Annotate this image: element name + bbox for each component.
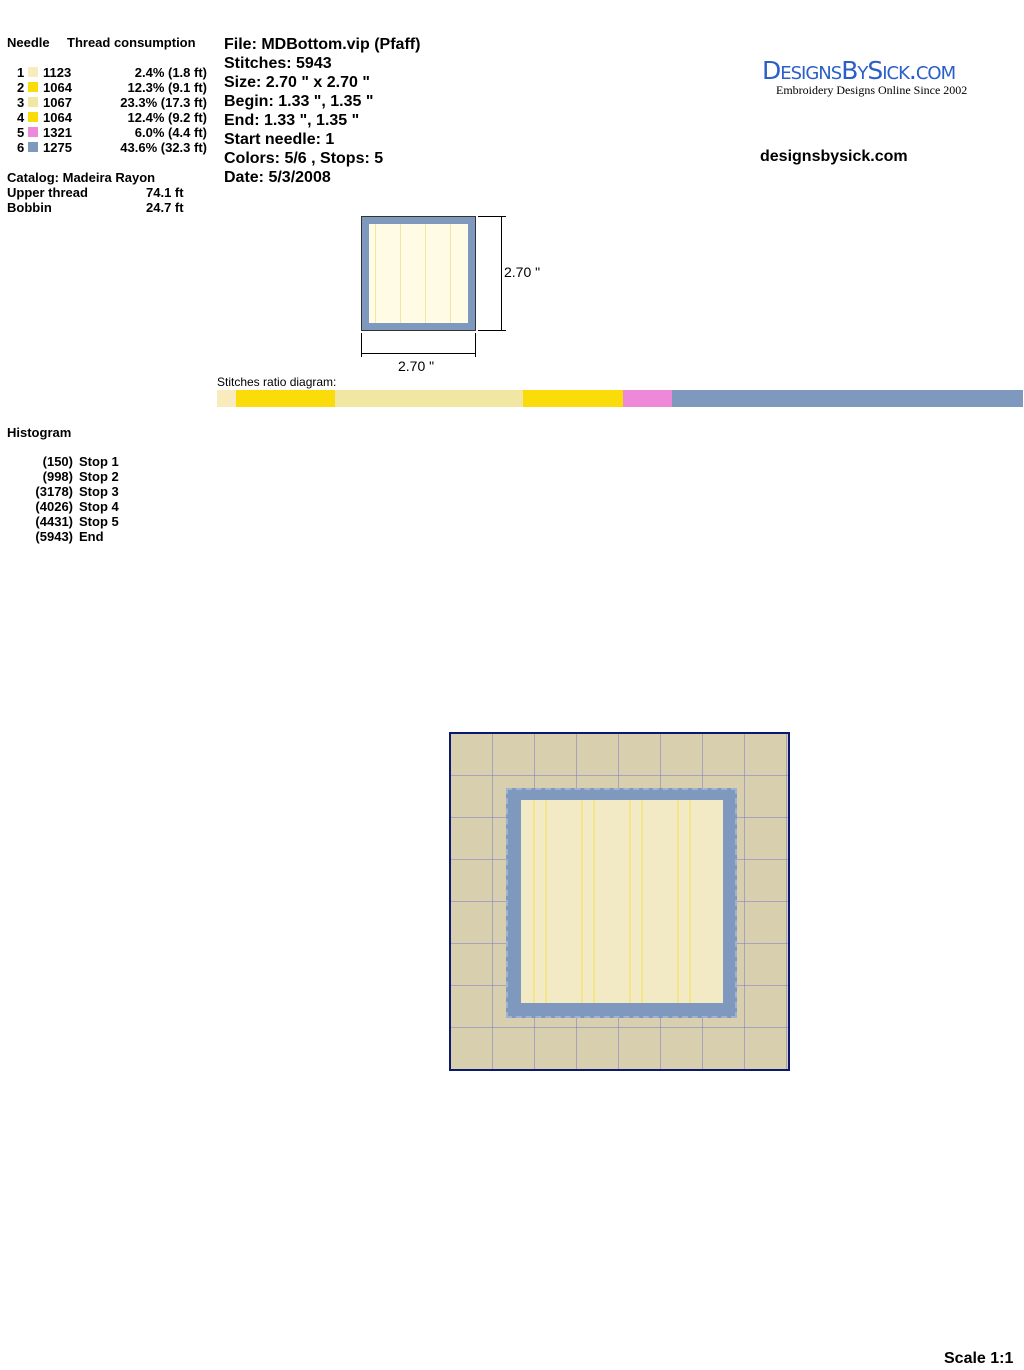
color-swatch [28, 112, 38, 122]
ratio-segment [523, 390, 624, 407]
thread-code: 1275 [43, 140, 72, 155]
color-swatch [28, 82, 38, 92]
color-swatch [28, 142, 38, 152]
stitch-count: (150) [42, 454, 73, 469]
color-swatch [28, 67, 38, 77]
needle-header: Needle [7, 35, 50, 50]
histogram-item: (4431) Stop 5 [0, 514, 215, 529]
histogram-title: Histogram [7, 425, 72, 440]
bobbin-value: 24.7 ft [146, 200, 184, 215]
color-swatch [28, 97, 38, 107]
height-label: 2.70 " [504, 264, 541, 280]
needle-number: 6 [17, 140, 25, 155]
stitch-count: (5943) [35, 529, 73, 544]
ratio-segment [217, 390, 237, 407]
info-line: Begin: 1.33 ", 1.35 " [224, 93, 374, 110]
stop-label: Stop 1 [79, 454, 119, 469]
thread-consumption: 23.3% (17.3 ft) [120, 95, 207, 110]
stitch-count: (4026) [35, 499, 73, 514]
info-line: End: 1.33 ", 1.35 " [224, 112, 360, 129]
website[interactable]: designsbysick.com [760, 148, 908, 165]
thread-row: 1 1123 2.4% (1.8 ft) [0, 65, 215, 80]
info-line: Size: 2.70 " x 2.70 " [224, 74, 370, 91]
info-line: Stitches: 5943 [224, 55, 332, 72]
stop-label: Stop 3 [79, 484, 119, 499]
needle-number: 3 [17, 95, 25, 110]
thread-code: 1123 [43, 65, 72, 80]
thread-code: 1064 [43, 80, 72, 95]
needle-number: 2 [17, 80, 25, 95]
ratio-segment [335, 390, 524, 407]
color-swatch [28, 127, 38, 137]
histogram-item: (4026) Stop 4 [0, 499, 215, 514]
stop-label: End [79, 529, 104, 544]
thread-row: 2 1064 12.3% (9.1 ft) [0, 80, 215, 95]
width-label: 2.70 " [398, 358, 435, 374]
upper-thread-value: 74.1 ft [146, 185, 184, 200]
width-dimension-line [361, 353, 476, 354]
design-preview [449, 732, 790, 1071]
ratio-segment [236, 390, 336, 407]
needle-number: 1 [17, 65, 25, 80]
stop-label: Stop 2 [79, 469, 119, 484]
thread-row: 3 1067 23.3% (17.3 ft) [0, 95, 215, 110]
stitch-count: (3178) [35, 484, 73, 499]
histogram-item: (998) Stop 2 [0, 469, 215, 484]
ratio-label: Stitches ratio diagram: [217, 375, 337, 389]
thread-code: 1064 [43, 110, 72, 125]
thread-row: 4 1064 12.4% (9.2 ft) [0, 110, 215, 125]
thread-code: 1067 [43, 95, 72, 110]
ratio-segment [671, 390, 1024, 407]
stop-label: Stop 5 [79, 514, 119, 529]
logo: DesignsBySick.com Embroidery Designs Onl… [762, 56, 968, 97]
thread-consumption: 2.4% (1.8 ft) [134, 65, 207, 80]
height-dimension-line [501, 216, 502, 331]
stitch-count: (998) [42, 469, 73, 484]
thread-consumption: 12.3% (9.1 ft) [127, 80, 207, 95]
thread-consumption: 43.6% (32.3 ft) [120, 140, 207, 155]
scale-label: Scale 1:1 [944, 1350, 1014, 1367]
thread-consumption: 6.0% (4.4 ft) [134, 125, 207, 140]
info-line: Start needle: 1 [224, 131, 335, 148]
thread-consumption: 12.4% (9.2 ft) [127, 110, 207, 125]
stitches-ratio-bar [217, 390, 1024, 407]
histogram-item: (150) Stop 1 [0, 454, 215, 469]
info-line: Colors: 5/6 , Stops: 5 [224, 150, 384, 167]
thread-row: 6 1275 43.6% (32.3 ft) [0, 140, 215, 155]
info-line: Date: 5/3/2008 [224, 169, 331, 186]
needle-number: 5 [17, 125, 25, 140]
histogram-item: (5943) End [0, 529, 215, 544]
thread-row: 5 1321 6.0% (4.4 ft) [0, 125, 215, 140]
catalog: Catalog: Madeira Rayon [7, 170, 156, 185]
ratio-segment [623, 390, 673, 407]
consumption-header: Thread consumption [67, 35, 196, 50]
stop-label: Stop 4 [79, 499, 119, 514]
upper-thread-label: Upper thread [7, 185, 88, 200]
design-thumbnail [361, 216, 476, 331]
stitch-count: (4431) [35, 514, 73, 529]
needle-number: 4 [17, 110, 25, 125]
thread-code: 1321 [43, 125, 72, 140]
bobbin-label: Bobbin [7, 200, 52, 215]
histogram-item: (3178) Stop 3 [0, 484, 215, 499]
info-line: File: MDBottom.vip (Pfaff) [224, 36, 421, 53]
